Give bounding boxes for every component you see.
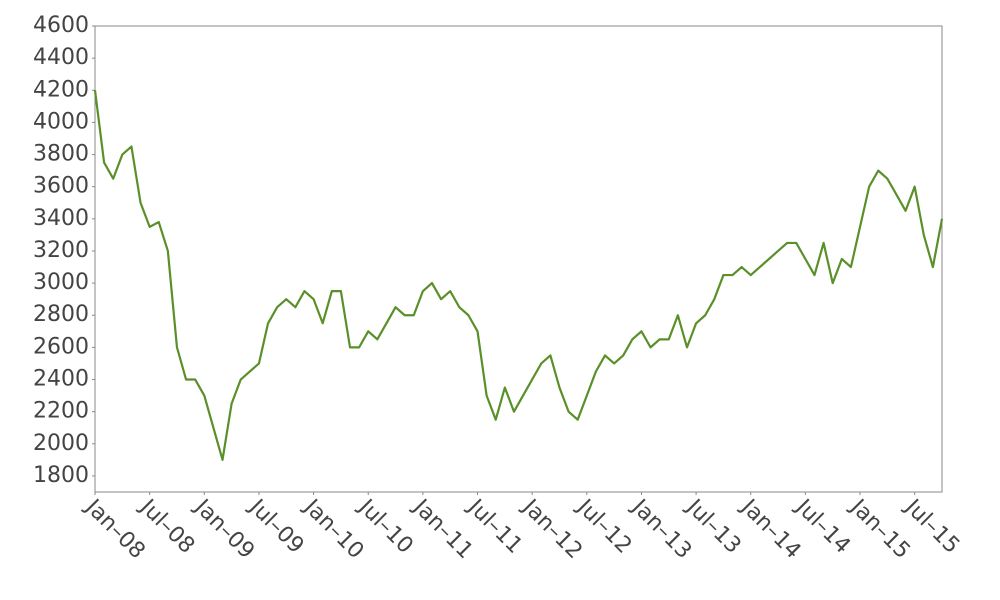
y-tick-label: 4600: [33, 13, 89, 38]
x-tick-label: Jan–10: [298, 493, 369, 564]
y-tick-label: 4400: [33, 45, 89, 70]
y-tick-label: 4000: [33, 109, 89, 134]
plot-frame: [94, 25, 943, 493]
x-tick-label: Jan–14: [735, 493, 806, 564]
x-tick-label: Jan–15: [844, 493, 915, 564]
x-tick-label: Jan–11: [407, 493, 478, 564]
y-tick-label: 3400: [33, 206, 89, 231]
y-tick-label: 2600: [33, 334, 89, 359]
y-tick-label: 3600: [33, 174, 89, 199]
y-tick-label: 2000: [33, 431, 89, 456]
y-tick-label: 2200: [33, 399, 89, 424]
y-tick-label: 3000: [33, 270, 89, 295]
y-tick-label: 1800: [33, 463, 89, 488]
y-tick-label: 2800: [33, 302, 89, 327]
x-tick-label: Jan–13: [626, 493, 697, 564]
y-tick-label: 4200: [33, 77, 89, 102]
y-tick-label: 2400: [33, 367, 89, 392]
x-tick-label: Jan–09: [188, 493, 259, 564]
x-tick-label: Jan–08: [79, 493, 150, 564]
y-tick-label: 3200: [33, 238, 89, 263]
series-line: [93, 90, 944, 461]
y-tick-label: 3800: [33, 142, 89, 167]
x-tick-label: Jan–12: [516, 493, 587, 564]
